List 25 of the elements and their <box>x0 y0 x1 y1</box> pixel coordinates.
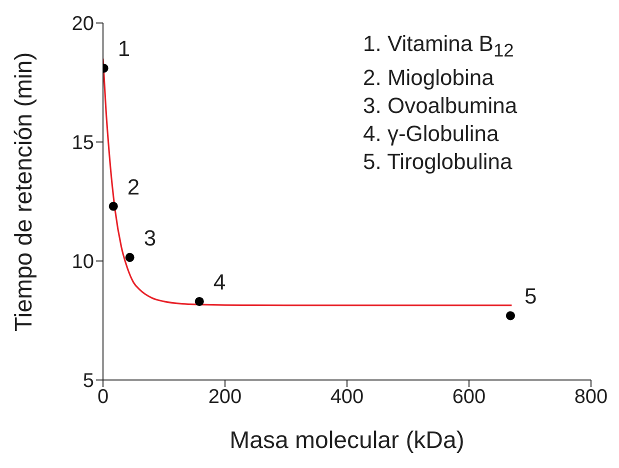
y-tick-label: 15 <box>72 132 94 154</box>
annotation: 5. Tiroglobulina <box>363 148 514 176</box>
annotation: 3. Ovoalbumina <box>363 92 518 120</box>
y-tick-label: 5 <box>82 370 94 392</box>
annotation: 2 <box>127 174 140 200</box>
y-tick-label: 10 <box>72 251 94 274</box>
annotation: 3 <box>144 225 156 250</box>
x-axis-title: Masa molecular (kDa) <box>230 427 464 454</box>
x-tick-label: 400 <box>330 386 364 408</box>
x-tick-label: 0 <box>97 386 109 408</box>
annotation: 5 <box>524 284 537 309</box>
x-tick-label: 200 <box>208 386 242 408</box>
x-tick-label: 600 <box>452 386 486 408</box>
y-tick-label: 20 <box>72 13 94 36</box>
annotation: 1. Vitamina B$_{12}$ <box>363 30 515 62</box>
annotation: 4 <box>213 269 226 294</box>
annotation: 4. γ-Globulina <box>363 120 500 148</box>
point <box>125 252 134 262</box>
point <box>108 202 118 211</box>
point <box>506 311 515 320</box>
annotation: 1 <box>118 36 130 62</box>
point <box>194 296 204 306</box>
annotation: 2. Mioglobina <box>363 64 495 92</box>
x-tick-label: 800 <box>574 386 608 408</box>
y-axis-title: Tiempo de retención (min) <box>10 52 38 332</box>
